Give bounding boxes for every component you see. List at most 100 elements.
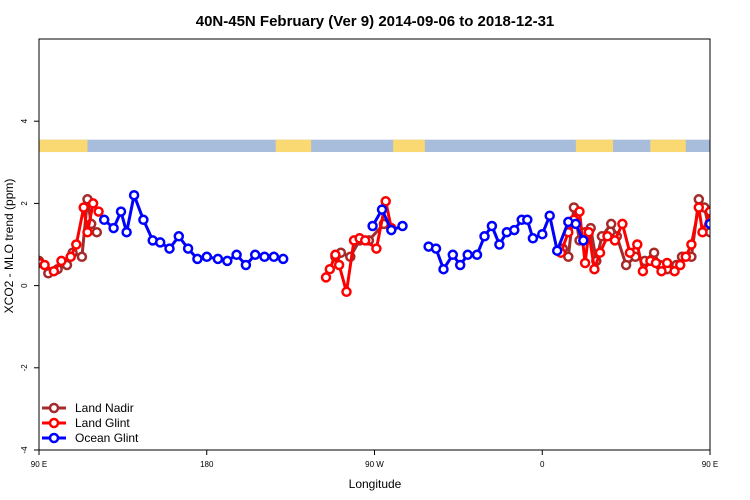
data-point: [48, 265, 60, 277]
data-point: [693, 202, 705, 213]
data-point: [98, 214, 110, 226]
land-strip-segment: [575, 139, 614, 153]
data-point: [182, 243, 194, 254]
data-point: [376, 204, 388, 215]
data-point: [522, 214, 533, 226]
legend-swatch-marker: [48, 402, 60, 414]
data-point: [277, 253, 289, 265]
data-point: [386, 224, 397, 236]
data-point: [544, 210, 555, 221]
data-point: [527, 233, 539, 244]
data-point: [704, 206, 710, 217]
data-point: [320, 272, 332, 283]
series-land-glint: [39, 196, 710, 298]
data-point: [624, 247, 636, 258]
y-tick-label: -4: [20, 446, 29, 454]
series-line: [39, 201, 100, 273]
y-tick-label: -2: [20, 364, 29, 372]
legend-item: Land Glint: [42, 416, 130, 430]
data-point: [471, 249, 483, 261]
y-tick-label: 0: [20, 283, 29, 288]
data-point: [574, 206, 585, 217]
data-point: [56, 255, 67, 267]
data-point: [249, 249, 261, 261]
legend-label: Land Nadir: [75, 401, 134, 415]
data-point: [509, 224, 520, 236]
data-point: [333, 259, 345, 271]
data-point: [259, 251, 270, 263]
data-point: [341, 286, 352, 298]
land-strip-segment: [650, 139, 686, 153]
data-point: [494, 239, 505, 250]
series-line: [709, 223, 710, 226]
x-axis-label: Longitude: [349, 477, 402, 491]
data-point: [367, 220, 378, 232]
data-point: [91, 226, 103, 238]
data-point: [656, 265, 667, 277]
data-point: [736, 189, 744, 197]
data-point: [637, 265, 649, 277]
data-point: [579, 257, 591, 269]
data-point: [648, 247, 660, 258]
land-strip-segment: [275, 139, 312, 153]
series-layer: [39, 189, 750, 298]
land-strip-segment: [39, 139, 88, 153]
series-line: [324, 199, 393, 294]
data-point: [115, 206, 127, 217]
data-point: [380, 196, 391, 207]
data-point: [486, 220, 498, 232]
data-point: [674, 259, 686, 271]
data-point: [697, 226, 708, 238]
data-point: [743, 214, 750, 222]
data-point: [192, 253, 203, 265]
data-point: [71, 239, 82, 250]
data-point: [438, 263, 449, 275]
legend-item: Ocean Glint: [42, 431, 139, 445]
data-point: [121, 226, 132, 238]
data-point: [78, 202, 89, 213]
data-point: [563, 251, 574, 263]
plot-frame: [38, 38, 711, 451]
series-ocean-glint: [98, 189, 750, 275]
data-point: [578, 235, 589, 246]
data-point: [620, 259, 632, 271]
data-point: [76, 251, 88, 263]
data-point: [447, 249, 459, 261]
series-line: [428, 214, 585, 271]
ocean-strip: [39, 139, 710, 153]
data-point: [268, 251, 280, 263]
data-point: [128, 189, 140, 201]
land-ocean-strip: [39, 139, 710, 153]
data-point: [39, 259, 50, 271]
data-point: [231, 249, 242, 261]
data-point: [324, 263, 336, 275]
land-strip-segment: [393, 139, 425, 153]
data-point: [173, 231, 185, 242]
data-point: [359, 235, 371, 246]
chart-title: 40N-45N February (Ver 9) 2014-09-06 to 2…: [196, 13, 555, 30]
data-point: [650, 257, 662, 269]
data-point: [680, 251, 692, 263]
data-point: [661, 257, 673, 269]
data-point: [589, 263, 600, 275]
data-point: [108, 222, 119, 234]
x-tick-label: 90 W: [365, 460, 384, 469]
data-point: [65, 251, 76, 263]
x-tick-label: 90 E: [31, 460, 47, 469]
data-point: [602, 231, 613, 242]
data-point: [686, 239, 697, 250]
y-tick-label: 4: [20, 118, 29, 123]
legend-swatch-marker: [48, 432, 60, 444]
legend-swatch-marker: [48, 417, 60, 429]
data-point: [632, 239, 643, 250]
data-point: [430, 243, 442, 254]
data-point: [551, 245, 563, 256]
y-axis-label: XCO2 - MLO trend (ppm): [2, 179, 16, 314]
series-line: [371, 208, 404, 232]
data-point: [693, 194, 705, 205]
data-point: [462, 249, 473, 261]
x-tick-label: 180: [200, 460, 214, 469]
data-point: [721, 204, 729, 212]
data-point: [728, 226, 736, 234]
